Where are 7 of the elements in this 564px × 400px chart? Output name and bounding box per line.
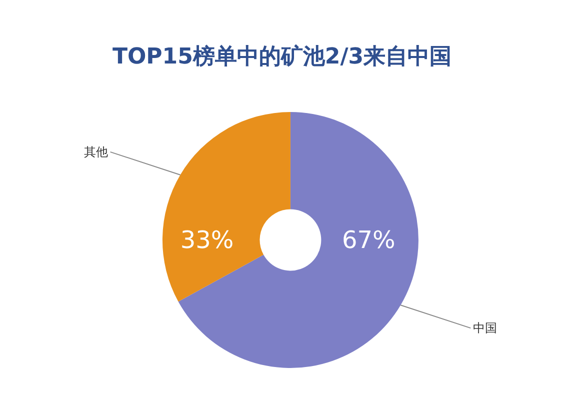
donut-slice <box>162 112 290 302</box>
slice-label: 中国 <box>473 321 497 335</box>
chart-title: TOP15榜单中的矿池2/3来自中国 <box>112 44 452 70</box>
data-label: 33% <box>180 226 234 254</box>
slice-label: 其他 <box>84 145 108 159</box>
data-label: 67% <box>342 226 396 254</box>
donut-slice <box>178 112 418 368</box>
